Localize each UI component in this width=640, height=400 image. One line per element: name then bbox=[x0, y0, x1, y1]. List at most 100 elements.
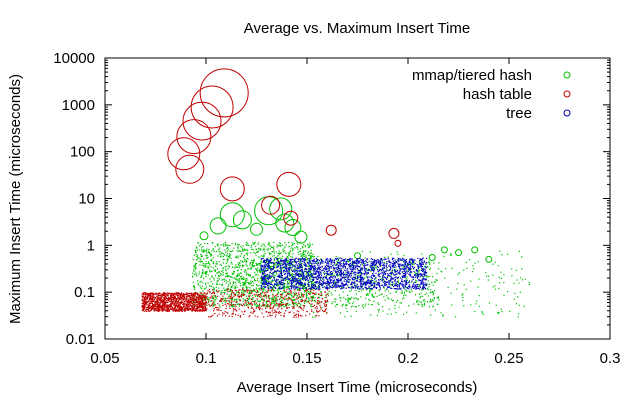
data-point bbox=[457, 273, 459, 275]
data-point bbox=[181, 297, 183, 299]
data-point bbox=[288, 311, 290, 314]
data-point bbox=[147, 309, 150, 311]
data-point bbox=[264, 265, 266, 267]
data-point bbox=[277, 308, 279, 310]
data-point bbox=[282, 244, 284, 246]
data-point bbox=[187, 303, 189, 306]
data-point bbox=[237, 245, 239, 247]
data-point bbox=[359, 257, 361, 259]
data-point bbox=[214, 312, 216, 315]
data-point bbox=[242, 286, 244, 289]
data-point bbox=[196, 310, 198, 312]
data-point bbox=[203, 299, 205, 301]
data-point bbox=[297, 265, 300, 267]
data-point bbox=[358, 279, 360, 281]
data-point bbox=[392, 278, 394, 280]
data-point bbox=[238, 275, 240, 277]
data-point bbox=[229, 297, 231, 299]
data-point bbox=[518, 304, 520, 306]
data-point bbox=[170, 304, 172, 306]
data-point bbox=[390, 280, 392, 282]
data-point bbox=[312, 255, 314, 257]
data-point bbox=[196, 298, 198, 301]
data-point bbox=[320, 292, 322, 294]
data-point bbox=[151, 302, 153, 304]
data-point bbox=[163, 298, 165, 300]
data-point bbox=[160, 300, 162, 302]
data-point bbox=[428, 306, 431, 308]
data-point bbox=[226, 261, 228, 263]
data-point bbox=[149, 296, 151, 298]
data-point bbox=[170, 296, 172, 298]
data-point bbox=[318, 315, 320, 317]
data-point bbox=[253, 282, 255, 284]
data-point bbox=[205, 250, 208, 252]
data-point bbox=[250, 252, 252, 254]
data-point bbox=[171, 299, 173, 301]
data-point bbox=[158, 303, 161, 305]
data-point bbox=[286, 306, 288, 308]
data-point bbox=[374, 281, 376, 283]
data-point bbox=[334, 268, 336, 270]
data-point bbox=[364, 268, 366, 270]
data-point bbox=[325, 308, 327, 310]
data-point bbox=[283, 259, 285, 261]
data-point bbox=[196, 307, 198, 309]
data-point bbox=[387, 313, 389, 315]
data-point bbox=[154, 293, 156, 295]
data-point bbox=[211, 297, 213, 299]
data-point bbox=[196, 304, 198, 306]
data-point bbox=[200, 310, 202, 312]
data-point bbox=[229, 295, 231, 298]
data-point bbox=[197, 242, 199, 244]
data-point bbox=[311, 264, 313, 266]
data-point bbox=[157, 310, 159, 312]
data-point bbox=[146, 302, 148, 304]
data-point bbox=[295, 304, 298, 306]
data-point bbox=[303, 253, 305, 255]
data-point bbox=[235, 266, 237, 268]
data-point bbox=[265, 279, 267, 281]
data-point bbox=[372, 263, 374, 266]
outlier-point bbox=[428, 254, 436, 261]
data-point bbox=[262, 264, 264, 266]
outlier-point bbox=[283, 210, 299, 226]
data-point bbox=[231, 297, 234, 299]
data-point bbox=[197, 305, 199, 307]
data-point bbox=[361, 269, 363, 271]
data-point bbox=[429, 289, 432, 291]
data-point bbox=[360, 296, 362, 298]
data-point bbox=[261, 255, 263, 257]
data-point bbox=[328, 261, 330, 263]
data-point bbox=[300, 280, 302, 282]
data-point bbox=[517, 296, 519, 298]
data-point bbox=[141, 309, 143, 311]
data-point bbox=[275, 314, 277, 316]
data-point bbox=[193, 307, 195, 309]
data-point bbox=[295, 298, 297, 300]
data-point bbox=[263, 254, 265, 256]
data-point bbox=[300, 296, 302, 298]
data-point bbox=[181, 296, 184, 298]
data-point bbox=[197, 242, 199, 244]
data-point bbox=[528, 283, 530, 286]
data-point bbox=[146, 297, 148, 299]
data-point bbox=[348, 280, 350, 282]
data-point bbox=[215, 283, 217, 285]
data-point bbox=[234, 308, 236, 310]
data-point bbox=[389, 264, 391, 266]
data-point bbox=[255, 273, 258, 275]
data-point bbox=[378, 289, 380, 291]
data-point bbox=[163, 296, 165, 298]
data-point bbox=[288, 278, 290, 280]
data-point bbox=[200, 303, 202, 305]
data-point bbox=[265, 275, 267, 277]
data-point bbox=[205, 286, 207, 288]
outlier-point bbox=[485, 255, 493, 263]
data-point bbox=[289, 298, 291, 300]
data-point bbox=[300, 269, 302, 272]
data-point bbox=[415, 275, 417, 277]
data-point bbox=[184, 307, 186, 309]
data-point bbox=[197, 280, 199, 282]
data-point bbox=[333, 259, 335, 261]
